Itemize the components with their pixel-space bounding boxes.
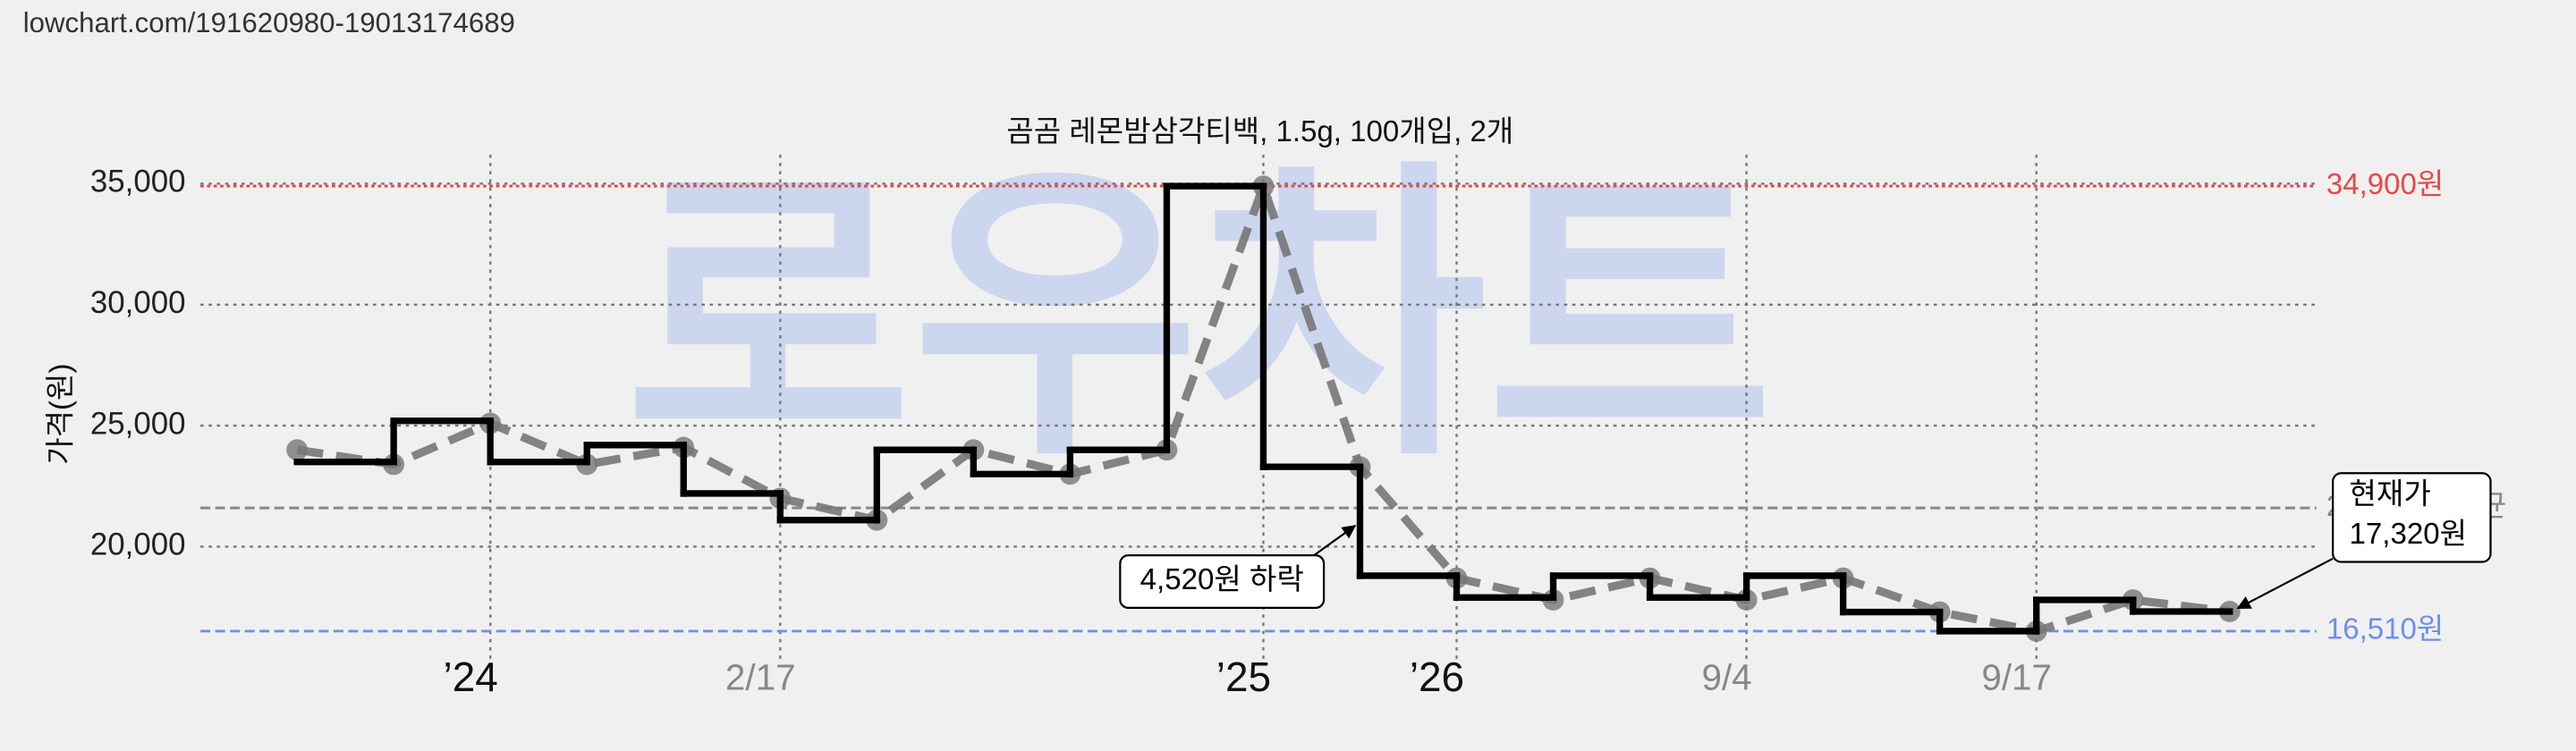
annotation-arrow <box>1313 525 1357 557</box>
y-tick-label: 25,000 <box>90 406 186 441</box>
y-tick-label: 30,000 <box>90 285 186 320</box>
watermark: 로우차트 <box>625 142 1774 491</box>
annotation-arrow <box>2236 557 2334 610</box>
annotation-text: 현재가 <box>2350 478 2431 511</box>
reference-label: 34,900원 <box>2326 168 2444 201</box>
y-tick-label: 20,000 <box>90 527 186 562</box>
x-tick-label: ’25 <box>1216 654 1271 700</box>
annotation-box <box>1119 554 1326 609</box>
x-tick-label: 2/17 <box>725 656 796 697</box>
trend-point <box>286 439 309 461</box>
chart-title: 곰곰 레몬밤삼각티백, 1.5g, 100개입, 2개 <box>1006 115 1513 148</box>
x-tick-label: 9/4 <box>1701 656 1751 697</box>
url: lowchart.com/191620980-19013174689 <box>23 7 515 38</box>
reference-label: 16,510원 <box>2326 613 2444 646</box>
y-tick-label: 35,000 <box>90 165 186 199</box>
annotation-text: 4,520원 하락 <box>1140 563 1304 596</box>
annotation-text: 17,320원 <box>2350 518 2467 551</box>
x-tick-label: ’24 <box>444 654 498 700</box>
x-tick-label: ’26 <box>1410 654 1464 700</box>
annotation-box <box>2332 472 2492 563</box>
y-axis-label: 가격(원) <box>45 364 78 465</box>
trend-line <box>296 173 2231 636</box>
x-tick-label: 9/17 <box>1981 656 2052 697</box>
